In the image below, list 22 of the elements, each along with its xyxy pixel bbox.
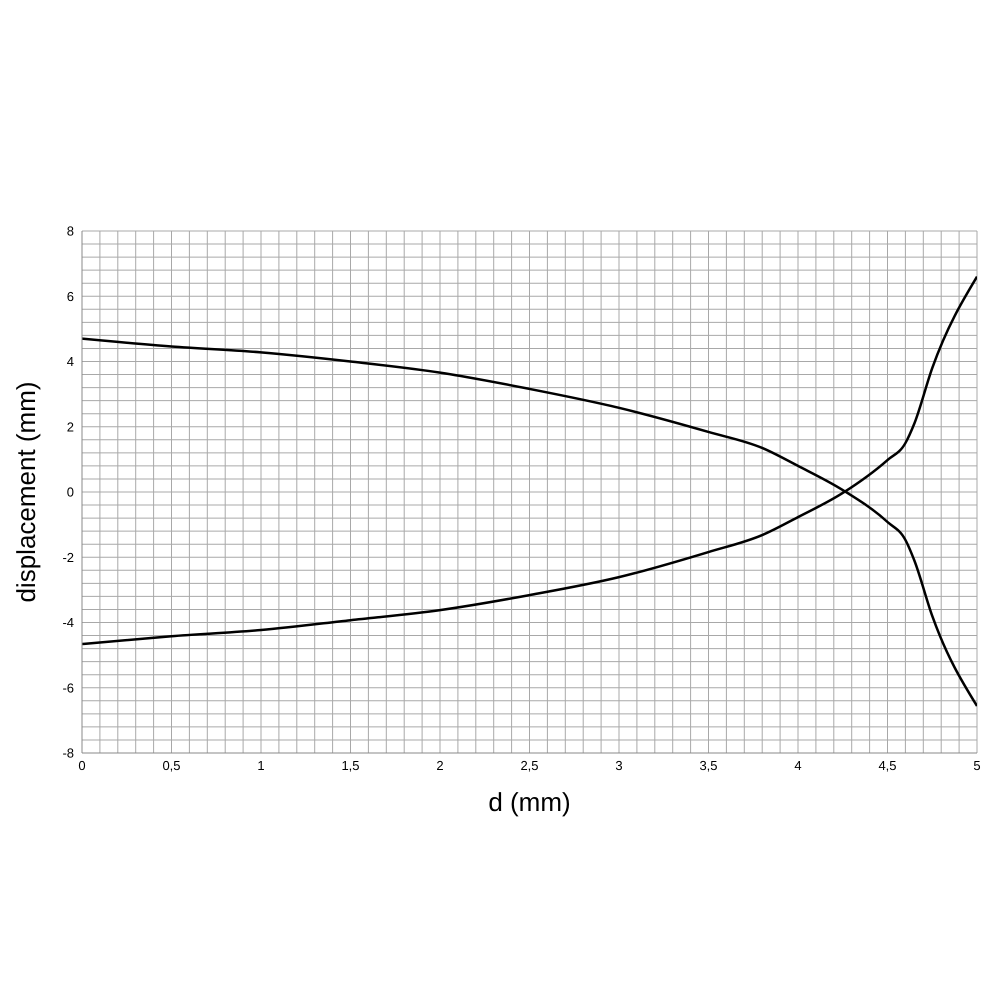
y-tick-label: 4 <box>66 354 74 370</box>
y-tick-label: 8 <box>66 224 74 239</box>
x-axis-title: d (mm) <box>488 787 571 817</box>
x-tick-label: 5 <box>973 758 981 774</box>
x-tick-label: 2,5 <box>520 758 539 774</box>
y-tick-label: 6 <box>66 288 74 304</box>
y-tick-label: -8 <box>62 746 74 761</box>
x-tick-label: 0,5 <box>162 758 181 774</box>
y-axis-title: displacement (mm) <box>11 381 42 603</box>
y-tick-label: 2 <box>66 419 74 434</box>
x-tick-label: 0 <box>78 758 86 774</box>
x-tick-label: 1,5 <box>341 758 360 774</box>
x-tick-label: 3,5 <box>699 758 718 774</box>
x-tick-label: 2 <box>436 758 444 774</box>
y-tick-label: 0 <box>66 484 74 500</box>
y-tick-label: -2 <box>62 550 74 565</box>
y-tick-label: -6 <box>62 680 74 696</box>
x-tick-label: 1 <box>257 758 265 774</box>
y-tick-label: -4 <box>62 615 74 630</box>
x-tick-label: 4 <box>794 758 802 774</box>
x-tick-label: 3 <box>615 758 623 774</box>
x-tick-label: 4,5 <box>878 758 897 774</box>
